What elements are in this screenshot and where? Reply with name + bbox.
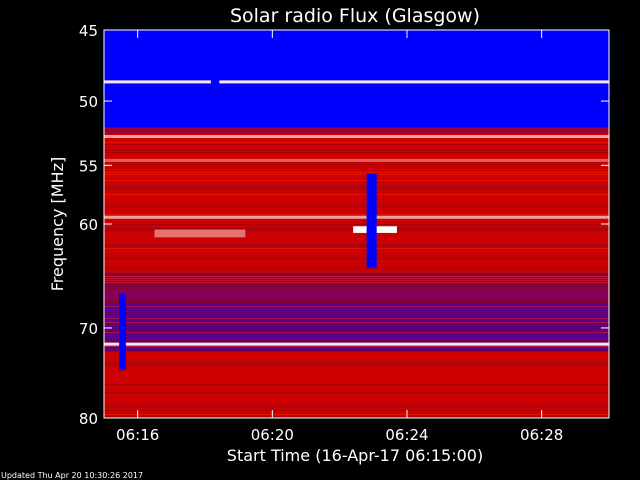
frequency-band (104, 351, 609, 418)
bright-frequency-line (104, 158, 609, 162)
y-axis: 45 50 55 60 70 80 (79, 22, 609, 428)
chart-title: Solar radio Flux (Glasgow) (230, 5, 480, 27)
y-tick-label: 70 (79, 320, 98, 338)
signal-dropout (119, 293, 126, 370)
x-tick-label: 06:24 (385, 426, 428, 444)
update-timestamp: Updated Thu Apr 20 10:30:26 2017 (1, 471, 143, 480)
x-axis: 06:16 06:20 06:24 06:28 (116, 30, 563, 444)
frequency-band (104, 127, 609, 134)
bright-frequency-line (104, 135, 609, 139)
x-tick-label: 06:28 (520, 426, 563, 444)
bright-frequency-line (104, 215, 609, 219)
radio-burst (154, 229, 246, 238)
bright-frequency-line (104, 342, 609, 346)
plot-area (103, 29, 610, 419)
signal-dropout (210, 30, 220, 108)
signal-dropout (366, 173, 377, 268)
y-tick-label: 45 (79, 22, 98, 40)
y-tick-label: 60 (79, 216, 98, 234)
x-axis-label: Start Time (16-Apr-17 06:15:00) (227, 446, 483, 465)
frequency-band (104, 133, 609, 273)
x-tick-label: 06:20 (251, 426, 294, 444)
y-tick-label: 80 (79, 410, 98, 428)
y-tick-label: 50 (79, 93, 98, 111)
y-axis-label: Frequency [MHz] (48, 157, 67, 291)
y-tick-label: 55 (79, 157, 98, 175)
frequency-band (104, 272, 609, 304)
x-tick-label: 06:16 (116, 426, 159, 444)
frequency-band (104, 30, 609, 128)
bright-frequency-line (104, 80, 609, 84)
